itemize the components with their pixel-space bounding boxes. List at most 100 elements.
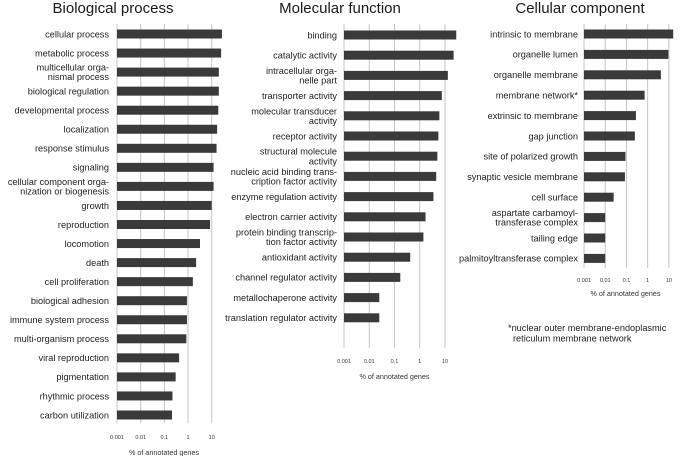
footnote-line: reticulum membrane network	[513, 334, 632, 344]
category-label-biological-regulation: biological regulation	[28, 86, 109, 96]
category-label-intracellular-orga-nelle-part: intracellular orga-nelle part	[266, 66, 337, 86]
panel-biological-process: Biological process 0.001 0.01 0.1 1 10 % of an…	[8, 0, 222, 456]
bar-nucleic-acid-binding-trans-cription-factor-activity	[344, 171, 437, 181]
bar-binding	[344, 30, 457, 40]
category-label-developmental-process: developmental process	[15, 106, 110, 116]
category-label-extrinsic-to-membrane: extrinsic to membrane	[488, 111, 578, 121]
cellular-component-tick-label: 10	[666, 278, 672, 284]
bar-pigmentation	[117, 372, 176, 382]
category-label-locomotion: locomotion	[65, 239, 109, 249]
category-label-molecular-transducer-activity: molecular transducer activity	[251, 106, 337, 126]
molecular-function-tick-label: 0.01	[364, 359, 375, 365]
bar-receptor-activity	[344, 131, 439, 141]
category-label-metallochaperone-activity: metallochaperone activity	[233, 293, 337, 303]
molecular-function-title: Molecular function	[279, 0, 401, 17]
bar-reproduction	[117, 220, 211, 229]
category-label-nucleic-acid-binding-trans-cription-factor-activity: nucleic acid binding trans-cription fact…	[231, 167, 338, 187]
category-label-translation-regulator-activity: translation regulator activity	[225, 313, 337, 323]
category-label-immune-system-process: immune system process	[10, 315, 109, 325]
bar-death	[117, 258, 197, 268]
bar-cellular-process	[117, 29, 222, 39]
category-label-localization: localization	[64, 125, 109, 135]
bar-antioxidant-activity	[344, 252, 411, 262]
category-label-intrinsic-to-membrane: intrinsic to membrane	[490, 29, 578, 39]
category-label-channel-regulator-activity: channel regulator activity	[235, 273, 337, 283]
category-label-multi-organism-process: multi-organism process	[14, 334, 109, 344]
bar-electron-carrier-activity	[344, 212, 426, 222]
biological-process-tick-label: 0.01	[135, 435, 146, 441]
bar-carbon-utilization	[117, 410, 172, 420]
category-label-electron-carrier-activity: electron carrier activity	[245, 212, 337, 222]
cellular-component-title: Cellular component	[515, 0, 645, 17]
biological-process-tick-label: 0.001	[110, 435, 124, 441]
category-label-pigmentation: pigmentation	[56, 372, 109, 382]
category-label-organelle-lumen: organelle lumen	[513, 50, 578, 60]
biological-process-x-axis-label: % of annotated genes	[129, 448, 199, 456]
biological-process-tick-label: 1	[186, 435, 189, 441]
bar-growth	[117, 200, 212, 210]
molecular-function-x-axis-label: % of annotated genes	[360, 372, 430, 381]
category-label-structural-molecule-activity: structural molecule activity	[260, 147, 338, 167]
bar-channel-regulator-activity	[344, 272, 401, 282]
bar-protein-binding-transcrip-tion-factor-activity	[344, 232, 424, 242]
bar-molecular-transducer-activity	[344, 111, 440, 121]
bar-site-of-polarized-growth	[584, 151, 626, 161]
molecular-function-tick-label: 10	[442, 359, 448, 365]
cellular-component-tick-label: 0.01	[600, 278, 611, 284]
molecular-function-tick-label: 0.001	[337, 359, 351, 365]
bar-response-stimulus	[117, 143, 217, 153]
category-label-multicellular-orga-nismal-process: multicellular orga-nismal process	[36, 63, 109, 83]
bar-cell-surface	[584, 192, 614, 202]
bar-localization	[117, 124, 218, 134]
category-label-growth: growth	[81, 201, 109, 211]
category-label-reproduction: reproduction	[58, 220, 109, 230]
category-label-synaptic-vesicle-membrane: synaptic vesicle membrane	[467, 172, 578, 182]
molecular-function-tick-label: 0.1	[391, 359, 399, 365]
bar-intracellular-orga-nelle-part	[344, 70, 448, 80]
bar-catalytic-activity	[344, 50, 454, 60]
category-label-binding: binding	[307, 30, 337, 40]
bar-intrinsic-to-membrane	[584, 29, 674, 39]
biological-process-tick-label: 0.1	[161, 435, 169, 441]
bar-developmental-process	[117, 105, 219, 115]
category-label-receptor-activity: receptor activity	[273, 131, 338, 141]
category-label-organelle-membrane: organelle membrane	[494, 70, 578, 80]
bar-tailing-edge	[584, 233, 606, 243]
category-label-antioxidant-activity: antioxidant activity	[262, 253, 337, 263]
bar-cell-proliferation	[117, 277, 193, 287]
bar-transporter-activity	[344, 91, 442, 101]
bar-palmitoyltransferase-complex	[584, 253, 606, 263]
bar-organelle-lumen	[584, 49, 669, 59]
bar-signaling	[117, 162, 214, 172]
category-label-biological-adhesion: biological adhesion	[31, 296, 109, 306]
category-label-signaling: signaling	[73, 163, 109, 173]
cellular-component-x-axis-label: % of annotated genes	[591, 289, 661, 298]
molecular-function-tick-label: 1	[418, 359, 421, 365]
cellular-component-tick-label: 0.1	[623, 278, 631, 284]
category-label-aspartate-carbamoyl-transferase-complex: aspartate carbamoyl-transferase complex	[492, 208, 579, 228]
panel-cellular-component: Cellular component 0.001 0.01 0.1 1 10 % of an…	[459, 0, 674, 298]
category-label-cell-proliferation: cell proliferation	[45, 277, 109, 287]
bar-gap-junction	[584, 131, 635, 141]
bar-enzyme-regulation-activity	[344, 192, 434, 202]
bar-multicellular-orga-nismal-process	[117, 67, 219, 77]
bar-rhythmic-process	[117, 391, 173, 401]
category-label-cellular-component-orga-nization-or-biogenesis: cellular component orga-nization or biog…	[8, 177, 110, 197]
category-label-tailing-edge: tailing edge	[531, 233, 578, 243]
bar-biological-regulation	[117, 86, 219, 96]
cellular-component-tick-label: 1	[646, 278, 649, 284]
bar-synaptic-vesicle-membrane	[584, 172, 625, 182]
category-label-gap-junction: gap junction	[528, 131, 578, 141]
category-label-transporter-activity: transporter activity	[262, 91, 337, 101]
cellular-component-tick-label: 0.001	[577, 278, 591, 284]
bar-organelle-membrane	[584, 70, 661, 80]
bar-multi-organism-process	[117, 334, 187, 344]
category-label-protein-binding-transcrip-tion-factor-activity: protein binding transcrip-tion factor ac…	[236, 228, 338, 248]
category-label-palmitoyltransferase-complex: palmitoyltransferase complex	[459, 254, 578, 264]
category-label-rhythmic-process: rhythmic process	[40, 391, 110, 401]
category-label-catalytic-activity: catalytic activity	[273, 51, 337, 61]
bar-metabolic-process	[117, 48, 222, 58]
footnote: *nuclear outer membrane-endoplasmicretic…	[508, 323, 667, 344]
biological-process-tick-label: 10	[209, 435, 215, 441]
bar-cellular-component-orga-nization-or-biogenesis	[117, 181, 214, 191]
